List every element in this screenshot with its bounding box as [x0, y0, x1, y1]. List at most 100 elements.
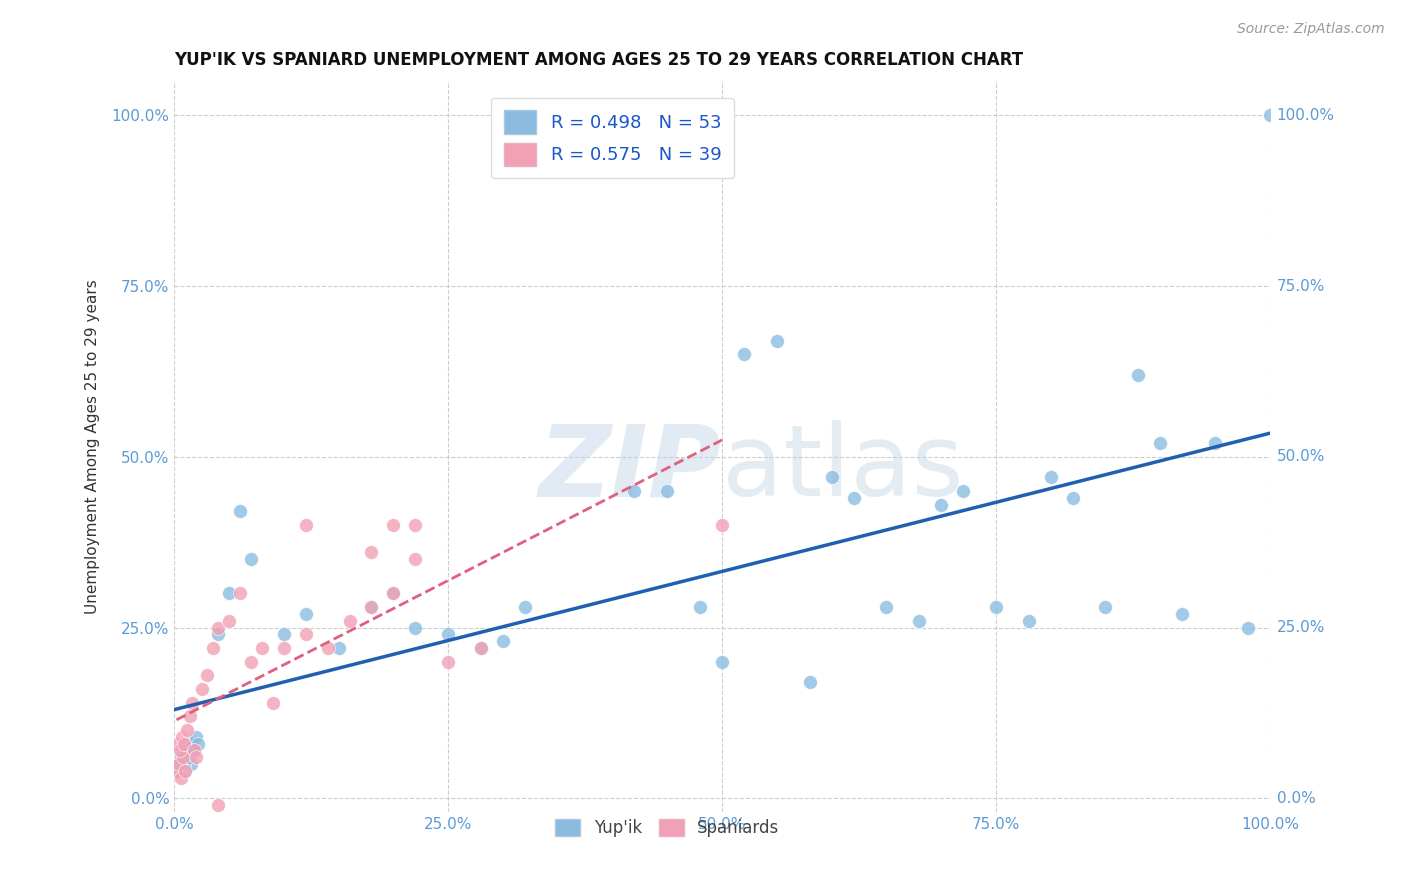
- Point: [218, 586, 240, 600]
- Point: [1258, 108, 1281, 122]
- Point: [1171, 607, 1194, 621]
- Point: [207, 627, 229, 641]
- Text: YUP'IK VS SPANIARD UNEMPLOYMENT AMONG AGES 25 TO 29 YEARS CORRELATION CHART: YUP'IK VS SPANIARD UNEMPLOYMENT AMONG AG…: [174, 51, 1024, 69]
- Point: [437, 655, 460, 669]
- Point: [207, 621, 229, 635]
- Point: [172, 737, 194, 751]
- Legend: Yup'ik, Spaniards: Yup'ik, Spaniards: [548, 813, 786, 844]
- Point: [623, 483, 645, 498]
- Point: [169, 757, 191, 772]
- Point: [166, 737, 188, 751]
- Point: [180, 737, 202, 751]
- Point: [952, 483, 974, 498]
- Point: [470, 640, 492, 655]
- Point: [172, 750, 194, 764]
- Point: [183, 743, 205, 757]
- Point: [173, 737, 195, 751]
- Point: [1204, 436, 1226, 450]
- Point: [1128, 368, 1150, 382]
- Point: [186, 750, 208, 764]
- Point: [207, 798, 229, 813]
- Point: [239, 655, 262, 669]
- Point: [328, 640, 350, 655]
- Point: [294, 607, 316, 621]
- Point: [1062, 491, 1084, 505]
- Point: [179, 709, 201, 723]
- Point: [382, 586, 405, 600]
- Y-axis label: Unemployment Among Ages 25 to 29 years: Unemployment Among Ages 25 to 29 years: [86, 279, 100, 614]
- Point: [239, 552, 262, 566]
- Point: [1237, 621, 1260, 635]
- Point: [190, 681, 212, 696]
- Point: [875, 600, 897, 615]
- Point: [170, 750, 193, 764]
- Point: [1094, 600, 1116, 615]
- Point: [195, 668, 218, 682]
- Text: ZIP: ZIP: [538, 420, 723, 517]
- Point: [186, 730, 208, 744]
- Point: [218, 614, 240, 628]
- Point: [733, 347, 755, 361]
- Point: [170, 750, 193, 764]
- Point: [470, 640, 492, 655]
- Point: [689, 600, 711, 615]
- Point: [766, 334, 789, 348]
- Point: [437, 627, 460, 641]
- Point: [1039, 470, 1062, 484]
- Point: [842, 491, 865, 505]
- Point: [316, 640, 339, 655]
- Point: [167, 757, 190, 772]
- Point: [183, 743, 205, 757]
- Point: [294, 627, 316, 641]
- Point: [820, 470, 842, 484]
- Point: [229, 504, 252, 518]
- Point: [294, 518, 316, 533]
- Point: [250, 640, 273, 655]
- Point: [177, 750, 200, 764]
- Point: [273, 640, 295, 655]
- Point: [169, 743, 191, 757]
- Point: [174, 764, 197, 778]
- Point: [492, 634, 515, 648]
- Point: [273, 627, 295, 641]
- Point: [1018, 614, 1040, 628]
- Point: [513, 600, 536, 615]
- Point: [201, 640, 224, 655]
- Point: [360, 600, 382, 615]
- Point: [170, 771, 193, 785]
- Point: [799, 675, 821, 690]
- Point: [404, 518, 426, 533]
- Point: [360, 600, 382, 615]
- Point: [174, 764, 197, 778]
- Point: [404, 552, 426, 566]
- Point: [166, 764, 188, 778]
- Point: [984, 600, 1007, 615]
- Text: 25.0%: 25.0%: [1277, 620, 1324, 635]
- Point: [187, 737, 209, 751]
- Point: [170, 730, 193, 744]
- Point: [262, 696, 284, 710]
- Point: [360, 545, 382, 559]
- Text: atlas: atlas: [723, 420, 963, 517]
- Point: [176, 743, 198, 757]
- Text: 0.0%: 0.0%: [1277, 790, 1316, 805]
- Point: [166, 764, 188, 778]
- Point: [180, 696, 202, 710]
- Point: [339, 614, 361, 628]
- Point: [657, 483, 679, 498]
- Point: [176, 743, 198, 757]
- Point: [908, 614, 931, 628]
- Text: 100.0%: 100.0%: [1277, 108, 1334, 123]
- Text: 75.0%: 75.0%: [1277, 278, 1324, 293]
- Point: [711, 655, 734, 669]
- Text: Source: ZipAtlas.com: Source: ZipAtlas.com: [1237, 22, 1385, 37]
- Point: [176, 723, 198, 737]
- Point: [180, 757, 202, 772]
- Point: [382, 586, 405, 600]
- Point: [404, 621, 426, 635]
- Text: 50.0%: 50.0%: [1277, 450, 1324, 465]
- Point: [229, 586, 252, 600]
- Point: [1149, 436, 1171, 450]
- Point: [167, 757, 190, 772]
- Point: [711, 518, 734, 533]
